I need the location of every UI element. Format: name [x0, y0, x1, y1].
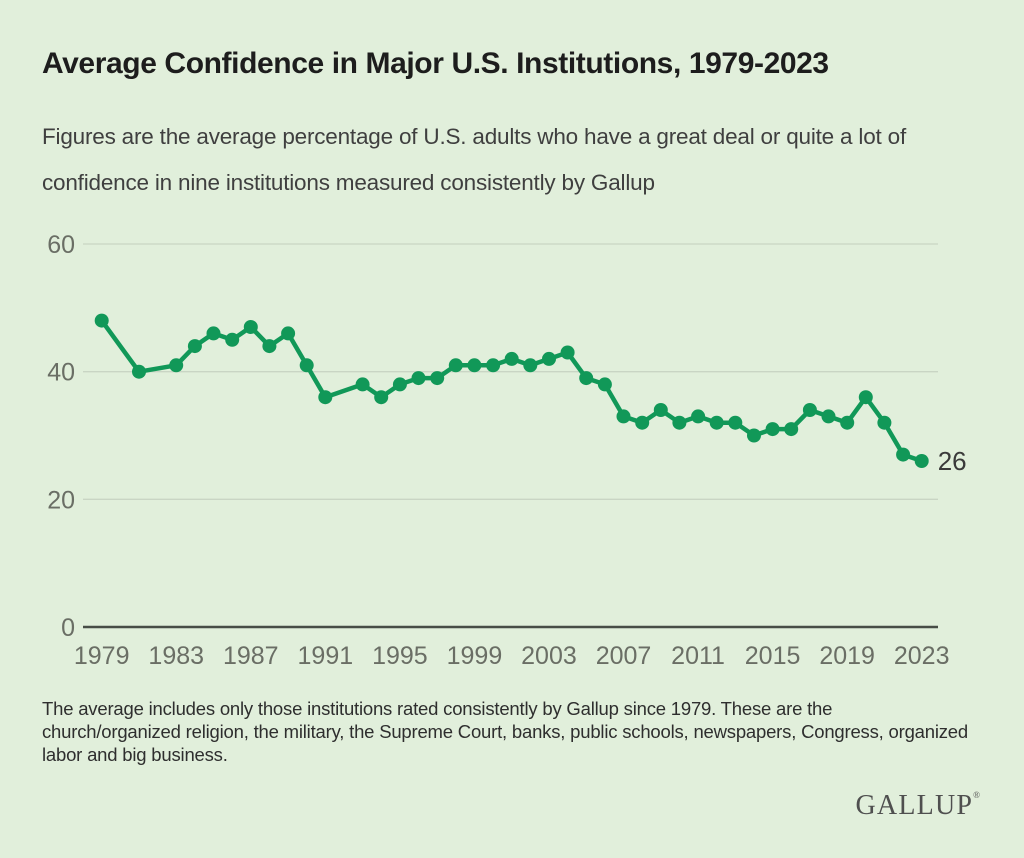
y-tick-label: 40 — [47, 359, 75, 387]
data-point — [262, 339, 277, 354]
x-tick-label: 1979 — [74, 642, 130, 670]
data-point — [243, 320, 258, 334]
gallup-logo: GALLUP® — [856, 790, 981, 822]
data-point — [467, 358, 482, 373]
data-point — [821, 409, 836, 424]
data-point — [802, 403, 817, 417]
data-point — [94, 313, 109, 328]
footnote: The average includes only those institut… — [42, 698, 968, 765]
data-point — [225, 332, 240, 347]
x-tick-label: 2015 — [745, 642, 801, 670]
x-tick-label: 1983 — [148, 642, 204, 670]
data-point — [281, 326, 296, 341]
chart-subtitle: Figures are the average percentage of U.… — [42, 124, 906, 195]
y-tick-label: 60 — [47, 231, 75, 259]
trend-line — [99, 318, 924, 464]
data-point — [840, 415, 855, 430]
y-tick-label: 0 — [61, 614, 75, 642]
data-point — [896, 447, 911, 462]
x-tick-label: 1999 — [447, 642, 503, 670]
chart-title: Average Confidence in Major U.S. Institu… — [42, 47, 829, 80]
data-point — [374, 390, 389, 405]
data-point — [560, 345, 575, 360]
y-tick-label: 20 — [47, 486, 75, 514]
data-point — [523, 358, 538, 373]
x-tick-label: 1987 — [223, 642, 279, 670]
data-point — [448, 358, 463, 373]
data-point — [187, 339, 202, 354]
x-tick-label: 1995 — [372, 642, 428, 670]
gallup-wordmark: GALLUP — [855, 790, 974, 821]
data-point — [784, 422, 799, 437]
data-point — [430, 371, 445, 386]
data-point — [747, 428, 761, 443]
data-point — [486, 358, 501, 373]
data-point — [653, 403, 668, 417]
data-point — [206, 326, 221, 341]
data-point — [392, 377, 407, 392]
data-point — [914, 454, 929, 468]
data-point — [355, 377, 370, 392]
data-point — [858, 390, 873, 405]
data-point — [672, 415, 687, 430]
x-tick-label: 2007 — [596, 642, 652, 670]
x-tick-label: 1991 — [298, 642, 354, 670]
data-point — [877, 415, 892, 430]
x-tick-label: 2011 — [671, 642, 725, 670]
data-point — [709, 415, 724, 430]
data-point — [504, 351, 519, 366]
data-point — [579, 371, 594, 386]
data-point — [411, 371, 426, 386]
data-point — [132, 364, 146, 379]
x-tick-label: 2019 — [819, 642, 875, 670]
data-point — [299, 358, 314, 373]
data-point — [318, 390, 333, 405]
data-point — [728, 415, 743, 430]
x-tick-label: 2003 — [521, 642, 577, 670]
end-value-label: 26 — [938, 446, 967, 476]
data-point — [635, 415, 650, 430]
data-point — [765, 422, 780, 437]
data-point — [691, 409, 706, 424]
data-point — [542, 351, 556, 366]
data-point — [616, 409, 631, 424]
data-point — [169, 358, 184, 373]
x-tick-label: 2023 — [894, 642, 950, 670]
data-point — [597, 377, 612, 392]
registered-trademark-icon: ® — [973, 790, 980, 800]
